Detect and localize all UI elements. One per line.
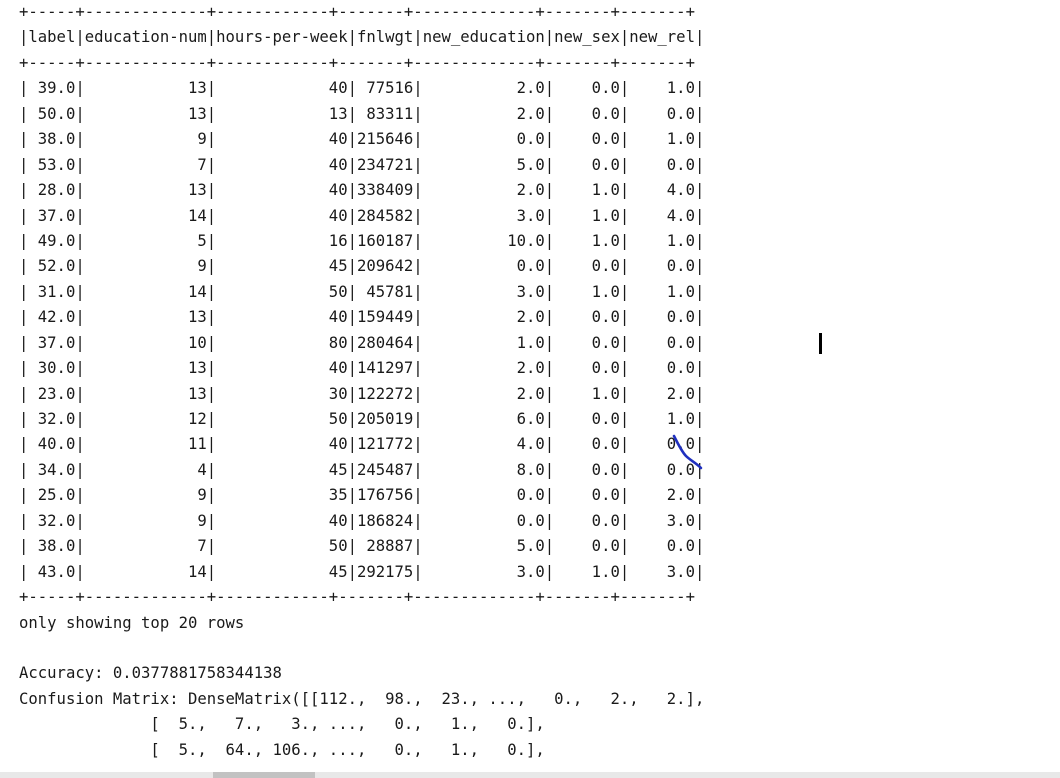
confusion-matrix-line: [ 5., 7., 3., ..., 0., 1., 0.], — [19, 715, 545, 734]
table-row: | 38.0| 7| 50| 28887| 5.0| 0.0| 0.0| — [19, 537, 705, 556]
rows-note: only showing top 20 rows — [19, 613, 245, 632]
text-cursor — [819, 333, 822, 354]
table-row: | 42.0| 13| 40|159449| 2.0| 0.0| 0.0| — [19, 308, 705, 327]
table-row: | 31.0| 14| 50| 45781| 3.0| 1.0| 1.0| — [19, 282, 705, 301]
table-row: | 23.0| 13| 30|122272| 2.0| 1.0| 2.0| — [19, 384, 705, 403]
table-row: | 30.0| 13| 40|141297| 2.0| 0.0| 0.0| — [19, 359, 705, 378]
table-row: | 37.0| 10| 80|280464| 1.0| 0.0| 0.0| — [19, 333, 705, 352]
table-row: | 32.0| 9| 40|186824| 0.0| 0.0| 3.0| — [19, 511, 705, 530]
table-row: | 34.0| 4| 45|245487| 8.0| 0.0| 0.0| — [19, 460, 705, 479]
table-row: | 43.0| 14| 45|292175| 3.0| 1.0| 3.0| — [19, 562, 705, 581]
table-separator-mid: +-----+-------------+------------+------… — [19, 53, 695, 72]
table-row: | 37.0| 14| 40|284582| 3.0| 1.0| 4.0| — [19, 206, 705, 225]
table-row: | 28.0| 13| 40|338409| 2.0| 1.0| 4.0| — [19, 181, 705, 200]
blank-line — [19, 636, 1039, 661]
table-row: | 50.0| 13| 13| 83311| 2.0| 0.0| 0.0| — [19, 104, 705, 123]
horizontal-scrollbar[interactable] — [0, 772, 1060, 778]
table-separator-bottom: +-----+-------------+------------+------… — [19, 588, 695, 607]
table-row: | 32.0| 12| 50|205019| 6.0| 0.0| 1.0| — [19, 410, 705, 428]
console-output: +-----+-------------+------------+------… — [19, 0, 1039, 772]
table-row: | 25.0| 9| 35|176756| 0.0| 0.0| 2.0| — [19, 486, 705, 505]
table-separator-top: +-----+-------------+------------+------… — [19, 3, 695, 21]
scrollbar-thumb[interactable] — [213, 772, 315, 778]
confusion-matrix-line: Confusion Matrix: DenseMatrix([[112., 98… — [19, 689, 705, 708]
table-header: |label|education-num|hours-per-week|fnlw… — [19, 28, 705, 47]
table-row: | 52.0| 9| 45|209642| 0.0| 0.0| 0.0| — [19, 257, 705, 276]
table-row: | 40.0| 11| 40|121772| 4.0| 0.0| 0.0| — [19, 435, 705, 454]
table-row: | 53.0| 7| 40|234721| 5.0| 0.0| 0.0| — [19, 155, 705, 174]
table-row: | 39.0| 13| 40| 77516| 2.0| 0.0| 1.0| — [19, 79, 705, 98]
accuracy-line: Accuracy: 0.0377881758344138 — [19, 664, 282, 683]
pen-annotation-mark — [672, 434, 703, 470]
table-row: | 49.0| 5| 16|160187| 10.0| 1.0| 1.0| — [19, 231, 705, 250]
table-row: | 38.0| 9| 40|215646| 0.0| 0.0| 1.0| — [19, 130, 705, 149]
confusion-matrix-line: [ 5., 64., 106., ..., 0., 1., 0.], — [19, 740, 545, 759]
